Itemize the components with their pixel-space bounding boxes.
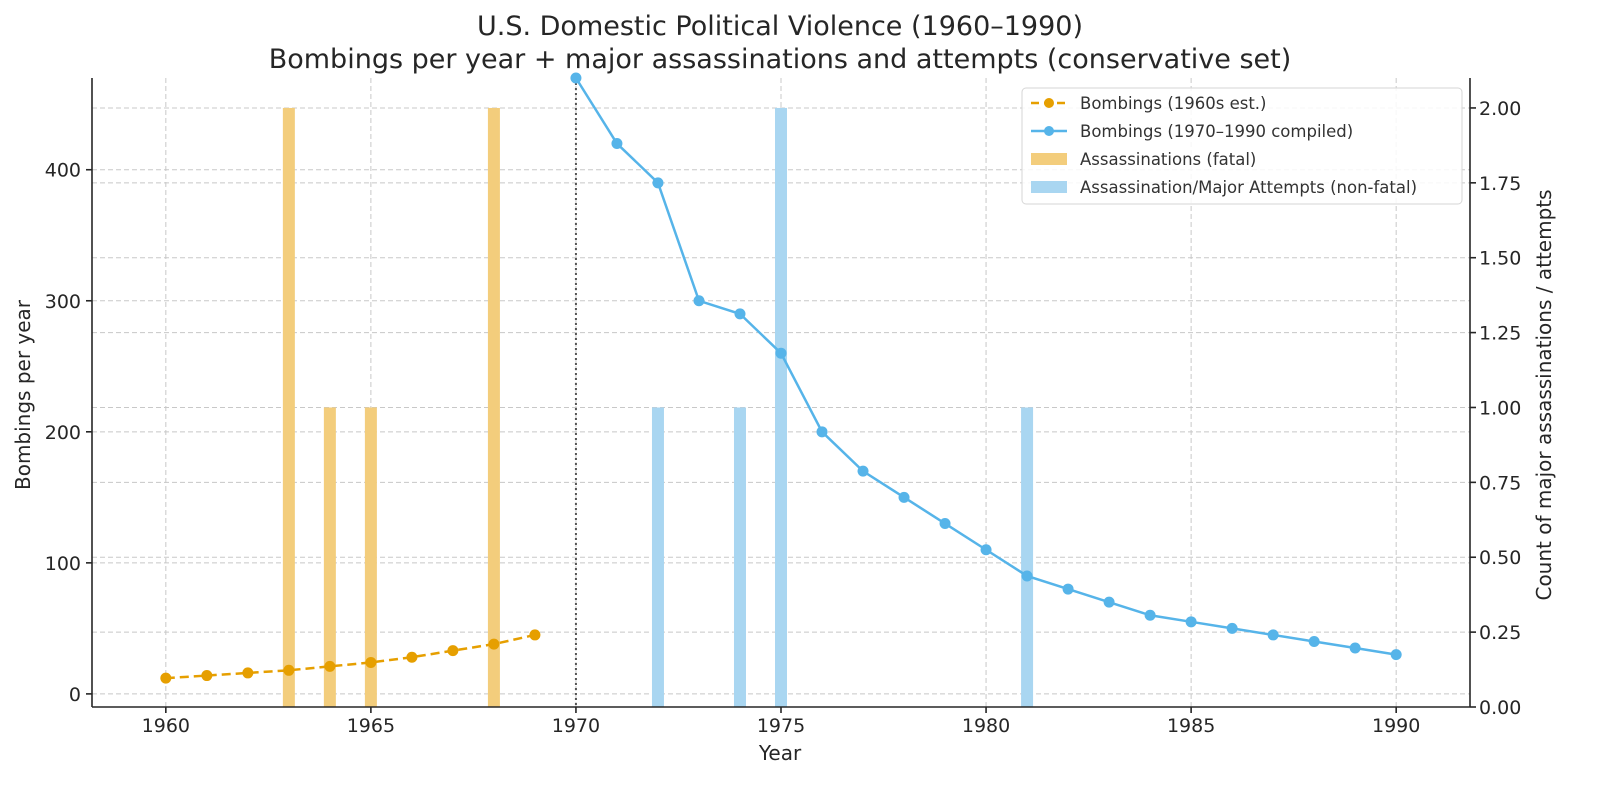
y-tick-label-300: 300 [45, 291, 81, 313]
bar-fatal-1964 [323, 407, 336, 707]
x-tick-label-1980: 1980 [962, 715, 1010, 737]
y2-tick-label-1.00: 1.00 [1479, 397, 1521, 419]
point-1990 [1390, 649, 1402, 661]
legend-label-1: Bombings (1970–1990 compiled) [1080, 122, 1353, 141]
legend-marker-1 [1044, 126, 1054, 136]
point-1988 [1308, 635, 1320, 647]
axes: 1960 1965 1970 1975 1980 1985 1990 0 100 200 300 40… [45, 78, 1521, 737]
bar-attempt-1972 [651, 407, 664, 707]
legend-swatch-2 [1031, 153, 1067, 165]
y-tick-label-200: 200 [45, 422, 81, 444]
point-1963 [283, 664, 295, 676]
point-1973 [693, 295, 705, 307]
y2-tick-label-0.50: 0.50 [1479, 547, 1521, 569]
point-1977 [857, 465, 869, 477]
x-tick-label-1975: 1975 [757, 715, 805, 737]
point-1979 [939, 518, 951, 530]
point-1983 [1103, 596, 1115, 608]
point-1981 [1021, 570, 1033, 582]
point-1974 [734, 308, 746, 320]
point-1989 [1349, 642, 1361, 654]
bar-attempt-1975 [775, 107, 787, 707]
point-1985 [1185, 616, 1197, 628]
legend-label-0: Bombings (1960s est.) [1080, 94, 1267, 113]
point-1968 [488, 638, 500, 650]
y-tick-label-400: 400 [45, 160, 81, 182]
y2-tick-label-0.75: 0.75 [1479, 472, 1521, 494]
x-tick-label-1960: 1960 [142, 715, 190, 737]
point-1967 [447, 645, 459, 657]
chart-subtitle: Bombings per year + major assassinations… [269, 44, 1292, 75]
chart-title: U.S. Domestic Political Violence (1960–1… [477, 11, 1083, 42]
legend: Bombings (1960s est.) Bombings (1970–1990… [1021, 87, 1463, 205]
legend-marker-0 [1044, 98, 1054, 108]
point-1972 [652, 177, 664, 189]
y2-tick-label-0.25: 0.25 [1479, 622, 1521, 644]
bar-attempt-1981 [1021, 407, 1034, 707]
y-tick-label-100: 100 [45, 553, 81, 575]
bar-fatal-1965 [364, 407, 377, 707]
point-1975 [775, 347, 787, 359]
y2-tick-label-1.50: 1.50 [1479, 248, 1521, 270]
line-1960s [165, 633, 536, 680]
legend-box [1021, 87, 1463, 205]
legend-label-2: Assassinations (fatal) [1080, 150, 1256, 169]
point-1978 [898, 491, 910, 503]
bars [282, 107, 1034, 707]
x-tick-label-1985: 1985 [1167, 715, 1215, 737]
x-axis-label: Year [758, 741, 802, 765]
point-1966 [406, 651, 418, 663]
bar-fatal-1963 [282, 107, 295, 707]
legend-label-3: Assassination/Major Attempts (non-fatal) [1080, 178, 1417, 197]
y2-tick-label-1.25: 1.25 [1479, 323, 1521, 345]
point-1971 [611, 138, 623, 150]
bar-fatal-1968 [487, 107, 500, 707]
point-1970 [570, 72, 582, 84]
bar-attempt-1974 [733, 407, 746, 707]
y2-tick-label-2.00: 2.00 [1479, 98, 1521, 120]
x-tick-label-1990: 1990 [1372, 715, 1420, 737]
point-1987 [1267, 629, 1279, 641]
legend-swatch-3 [1031, 181, 1067, 193]
y2-tick-label-1.75: 1.75 [1479, 173, 1521, 195]
point-1984 [1144, 609, 1156, 621]
point-1961 [201, 670, 213, 682]
point-1962 [242, 667, 254, 679]
series-lines [160, 72, 1402, 684]
point-1976 [816, 426, 828, 438]
y-axis-label: Bombings per year [11, 299, 35, 490]
y2-tick-label-0.00: 0.00 [1479, 697, 1521, 719]
point-1960 [160, 672, 172, 684]
point-1969 [529, 629, 541, 641]
point-1965 [365, 656, 377, 668]
point-1964 [324, 660, 336, 672]
point-1980 [980, 544, 992, 556]
y-tick-label-0: 0 [69, 684, 81, 706]
x-tick-label-1965: 1965 [347, 715, 395, 737]
y2-axis-label: Count of major assassinations / attempts [1532, 189, 1556, 600]
point-1986 [1226, 622, 1238, 634]
x-tick-label-1970: 1970 [552, 715, 600, 737]
point-1982 [1062, 583, 1074, 595]
